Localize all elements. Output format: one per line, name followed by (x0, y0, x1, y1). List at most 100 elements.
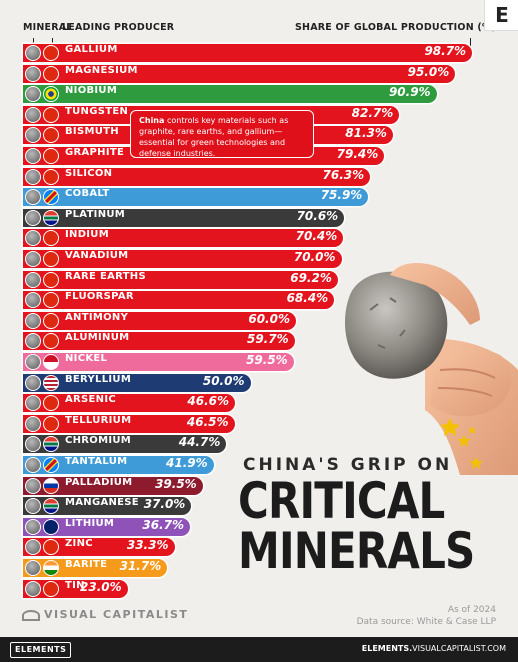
flag-usa-icon (43, 374, 59, 391)
producer-column-header: LEADING PRODUCER (62, 22, 175, 33)
bar-value-magnesium: 95.0% (407, 64, 450, 79)
visual-capitalist-icon (22, 609, 40, 621)
bar-value-nickel: 59.5% (246, 353, 288, 367)
bar-value-rare-earths: 69.2% (290, 270, 332, 285)
flag-china-icon (43, 127, 59, 144)
bar-label-rare-earths: RARE EARTHS (65, 270, 146, 282)
mineral-beryllium-icon (25, 374, 41, 391)
mineral-arsenic-icon (25, 395, 41, 412)
mineral-chromium-icon (25, 436, 41, 453)
bar-value-tellurium: 46.5% (186, 414, 229, 429)
mineral-fluorspar-icon (25, 292, 41, 309)
mineral-vanadium-icon (25, 251, 41, 267)
bar-value-lithium: 36.7% (142, 517, 184, 532)
flag-russia-icon (43, 477, 59, 494)
bar-value-platinum: 70.6% (296, 208, 339, 223)
flag-brazil-icon (43, 86, 59, 103)
bar-label-platinum: PLATINUM (65, 208, 126, 220)
bar-platinum (23, 208, 345, 227)
bar-label-beryllium: BERYLLIUM (65, 373, 132, 385)
footer-url[interactable]: ELEMENTS.VISUALCAPITALIST.COM (362, 643, 506, 655)
bar-value-arsenic: 46.6% (187, 394, 230, 409)
bar-value-manganese: 37.0% (143, 497, 186, 512)
bar-label-fluorspar: FLUORSPAR (65, 291, 134, 303)
mineral-indium-icon (25, 230, 41, 247)
flag-australia-icon (43, 518, 59, 535)
flag-china-icon (43, 271, 59, 288)
mineral-nickel-icon (25, 354, 41, 370)
mineral-aluminum-icon (25, 333, 41, 350)
bar-antimony (23, 311, 296, 330)
bar-cobalt (23, 188, 369, 207)
bar-label-tellurium: TELLURIUM (65, 414, 132, 426)
bar-value-beryllium: 50.0% (202, 373, 245, 388)
flag-china-icon (43, 168, 59, 185)
source-note: As of 2024 Data source: White & Case LLP (357, 604, 496, 628)
elements-footer-badge[interactable]: ELEMENTS (10, 642, 72, 658)
bar-label-zinc: ZINC (65, 538, 93, 550)
mineral-column-header: MINERAL (23, 22, 73, 33)
mineral-header-line (33, 38, 34, 48)
title-line-1: CHINA'S GRIP ON (243, 455, 453, 475)
bar-value-tin: 23.0% (80, 579, 122, 594)
flag-china-icon (43, 415, 59, 432)
bar-rare-earths (23, 270, 338, 289)
flag-indonesia-icon (43, 354, 59, 370)
flag-south_africa-icon (43, 436, 59, 453)
bar-label-manganese: MANGANESE (65, 497, 139, 509)
flag-china-icon (43, 251, 59, 267)
mineral-platinum-icon (25, 209, 41, 226)
bar-label-arsenic: ARSENIC (65, 394, 117, 406)
footer-url-rest: VISUALCAPITALIST.COM (412, 644, 506, 653)
flag-south_africa-icon (43, 498, 59, 515)
bar-label-palladium: PALLADIUM (65, 476, 133, 488)
bar-value-indium: 70.4% (295, 229, 338, 244)
mineral-antimony-icon (25, 312, 41, 329)
brand-name: VISUAL CAPITALIST (44, 608, 189, 621)
mineral-tantalum-icon (25, 457, 41, 473)
bar-niobium (23, 85, 437, 104)
elements-logo: E (484, 0, 518, 31)
flag-drc-icon (43, 189, 59, 206)
as-of-date: As of 2024 (447, 605, 496, 615)
bar-value-tantalum: 41.9% (166, 456, 208, 470)
bar-value-antimony: 60.0% (248, 311, 290, 326)
bar-tantalum (23, 456, 214, 474)
bar-vanadium (23, 250, 342, 268)
bar-value-gallium: 98.7% (424, 44, 467, 58)
title-line-2: CRITICAL (238, 472, 445, 530)
mineral-graphite-icon (25, 148, 41, 164)
bar-palladium (23, 476, 203, 495)
mineral-tungsten-icon (25, 106, 41, 123)
flag-drc-icon (43, 457, 59, 473)
mineral-barite-icon (25, 560, 41, 576)
bar-value-niobium: 90.9% (388, 85, 431, 100)
bar-nickel (23, 353, 294, 371)
flag-china-icon (43, 106, 59, 123)
bar-silicon (23, 167, 371, 186)
bar-label-graphite: GRAPHITE (65, 147, 125, 158)
bar-label-gallium: GALLIUM (65, 44, 118, 55)
bar-value-cobalt: 75.9% (320, 188, 363, 203)
bar-label-vanadium: VANADIUM (65, 250, 129, 261)
flag-china-icon (43, 292, 59, 309)
producer-header-line (52, 38, 53, 48)
hand-with-rock-icon (345, 263, 518, 475)
bar-value-bismuth: 81.3% (345, 126, 387, 141)
mineral-cobalt-icon (25, 189, 41, 206)
bar-value-palladium: 39.5% (155, 476, 197, 491)
bar-barite (23, 559, 168, 577)
mineral-tellurium-icon (25, 415, 41, 432)
flag-china-icon (43, 312, 59, 329)
bar-label-nickel: NICKEL (65, 353, 108, 364)
mineral-manganese-icon (25, 498, 41, 515)
share-column-header: SHARE OF GLOBAL PRODUCTION (%) (295, 22, 497, 33)
bar-value-vanadium: 70.0% (293, 250, 336, 264)
bar-chromium (23, 435, 227, 454)
bar-lithium (23, 517, 190, 536)
bar-label-bismuth: BISMUTH (65, 126, 119, 138)
mineral-lithium-icon (25, 518, 41, 535)
bar-label-chromium: CHROMIUM (65, 435, 132, 447)
flag-china-icon (43, 65, 59, 82)
visual-capitalist-brand: VISUAL CAPITALIST (22, 608, 188, 621)
